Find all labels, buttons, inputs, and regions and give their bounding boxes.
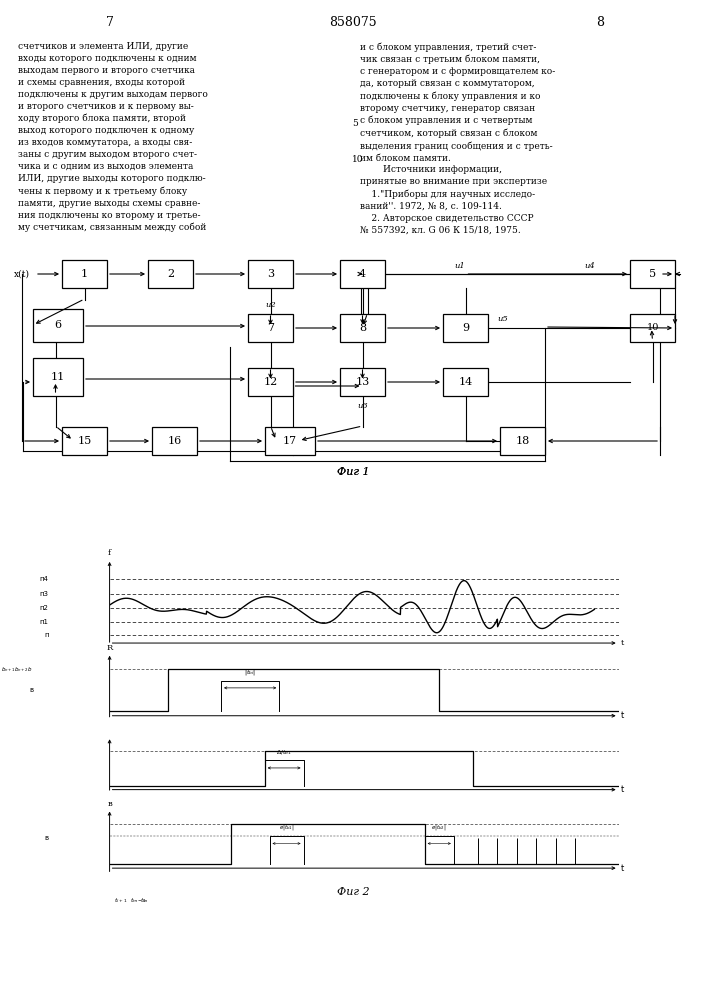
Text: и1: и1 xyxy=(455,262,465,270)
Text: $t_{i+1}$: $t_{i+1}$ xyxy=(115,896,128,905)
Text: t: t xyxy=(621,785,624,794)
Text: $e|t_{b2}|$: $e|t_{b2}|$ xyxy=(431,823,447,832)
Text: 16: 16 xyxy=(168,436,182,446)
Text: Фиг 1: Фиг 1 xyxy=(337,467,369,477)
Bar xyxy=(62,427,107,455)
Text: п: п xyxy=(44,632,49,638)
Text: 2: 2 xyxy=(167,269,174,279)
Text: счетчиков и элемента ИЛИ, другие
входы которого подключены к одним
выходам перво: счетчиков и элемента ИЛИ, другие входы к… xyxy=(18,42,208,232)
Text: 7: 7 xyxy=(267,323,274,333)
Text: 3: 3 xyxy=(267,269,274,279)
Text: в: в xyxy=(29,687,33,693)
Text: 14: 14 xyxy=(458,377,472,387)
Text: 8: 8 xyxy=(596,15,604,28)
Text: в: в xyxy=(107,800,112,808)
Text: и с блоком управления, третий счет-
чик связан с третьим блоком памяти,
с генера: и с блоком управления, третий счет- чик … xyxy=(360,42,555,235)
Text: 15: 15 xyxy=(77,436,92,446)
Bar xyxy=(33,309,83,342)
Text: 6: 6 xyxy=(54,320,62,330)
Text: и5: и5 xyxy=(498,315,508,323)
Text: 7: 7 xyxy=(106,15,114,28)
Text: $|t_{bi}|$: $|t_{bi}|$ xyxy=(244,668,256,677)
Text: f: f xyxy=(108,549,111,557)
Text: 8: 8 xyxy=(359,323,366,333)
Text: п4: п4 xyxy=(40,576,49,582)
Text: в: в xyxy=(45,835,49,841)
Bar xyxy=(62,260,107,288)
Text: 18: 18 xyxy=(515,436,530,446)
Text: t: t xyxy=(621,711,624,720)
Text: п1: п1 xyxy=(40,619,49,625)
Text: 9: 9 xyxy=(462,323,469,333)
Text: $t_a$: $t_a$ xyxy=(117,740,124,749)
Bar xyxy=(500,427,545,455)
Bar xyxy=(443,368,488,396)
Text: t: t xyxy=(621,639,624,647)
Text: 10: 10 xyxy=(646,324,659,332)
Text: $t_{i+1}$: $t_{i+1}$ xyxy=(119,740,132,749)
Text: и3: и3 xyxy=(357,402,368,410)
Text: $t_{m-1}$: $t_{m-1}$ xyxy=(130,896,146,905)
Bar xyxy=(443,314,488,342)
Text: $t_m$: $t_m$ xyxy=(141,896,149,905)
Text: 13: 13 xyxy=(356,377,370,387)
Text: Фиг 1: Фиг 1 xyxy=(337,467,369,477)
Text: и4: и4 xyxy=(585,262,595,270)
Text: t: t xyxy=(621,864,624,873)
Text: Фиг 2: Фиг 2 xyxy=(337,887,369,897)
Bar xyxy=(148,260,193,288)
Text: и2: и2 xyxy=(265,301,276,309)
Text: п2: п2 xyxy=(40,605,49,611)
Bar xyxy=(248,368,293,396)
Text: 12: 12 xyxy=(264,377,278,387)
Text: $t_a$: $t_a$ xyxy=(141,812,148,821)
Bar xyxy=(340,260,385,288)
Text: 11: 11 xyxy=(51,372,65,382)
Bar xyxy=(33,358,83,396)
Text: R: R xyxy=(107,644,112,652)
Bar xyxy=(248,314,293,342)
Bar xyxy=(340,368,385,396)
Text: п3: п3 xyxy=(40,591,49,597)
Text: $t_1 t_2$: $t_1 t_2$ xyxy=(128,740,140,749)
Text: 4: 4 xyxy=(359,269,366,279)
Text: 858075: 858075 xyxy=(329,15,377,28)
Text: 10: 10 xyxy=(352,155,363,164)
Bar xyxy=(340,314,385,342)
Text: 1: 1 xyxy=(81,269,88,279)
Text: $\Delta/t_{b1}$: $\Delta/t_{b1}$ xyxy=(276,748,292,757)
Text: 5: 5 xyxy=(649,269,656,279)
Bar xyxy=(630,314,675,342)
Text: $b_{n+1}b_{n+2}b$: $b_{n+1}b_{n+2}b$ xyxy=(1,665,33,674)
Bar xyxy=(248,260,293,288)
Text: 17: 17 xyxy=(283,436,297,446)
Text: x(t): x(t) xyxy=(14,269,30,278)
Bar xyxy=(152,427,197,455)
Bar xyxy=(630,260,675,288)
Bar xyxy=(265,427,315,455)
Text: $e|t_{b1}|$: $e|t_{b1}|$ xyxy=(279,823,294,832)
Text: $t_{i+n}$: $t_{i+n}$ xyxy=(134,740,148,749)
Text: $t_{i+1}$: $t_{i+1}$ xyxy=(117,812,131,821)
Text: 5: 5 xyxy=(352,119,358,128)
